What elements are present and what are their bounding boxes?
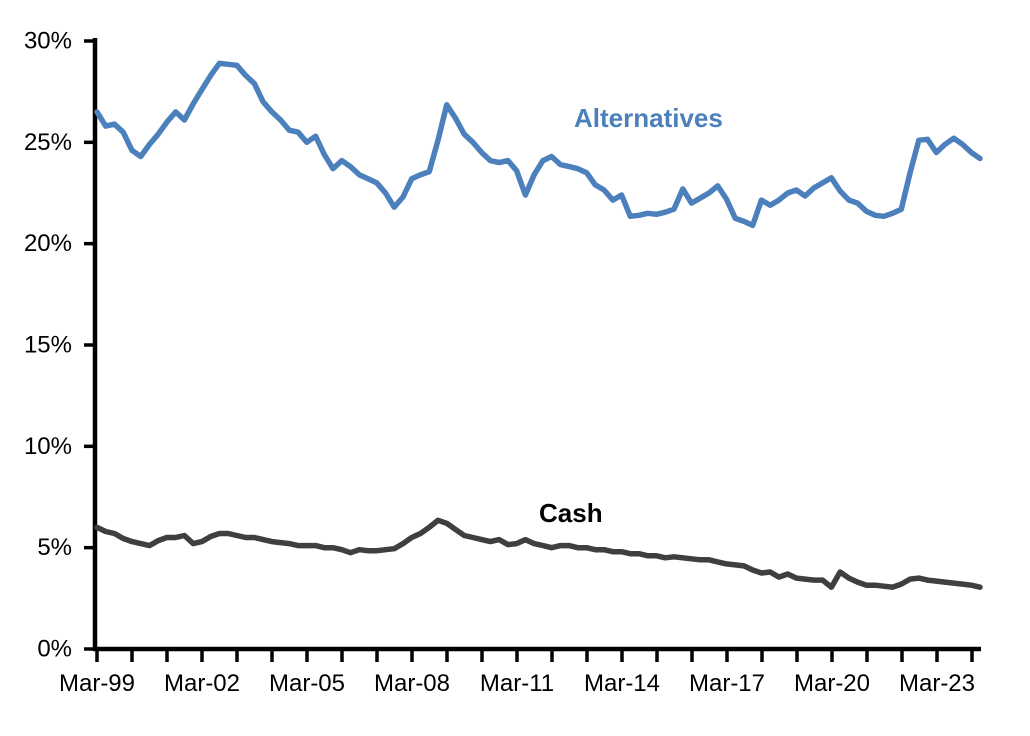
x-tick-label: Mar-08 <box>374 670 450 697</box>
series-label-cash: Cash <box>539 498 603 528</box>
x-tick-label: Mar-20 <box>794 670 870 697</box>
x-tick-label: Mar-02 <box>164 670 240 697</box>
x-tick-label: Mar-11 <box>480 670 554 697</box>
alternatives-line <box>94 60 983 229</box>
x-tick-label: Mar-17 <box>689 670 765 697</box>
series-label-alternatives: Alternatives <box>574 103 723 133</box>
cash-line <box>94 517 983 590</box>
x-tick-label: Mar-14 <box>584 670 660 697</box>
y-tick-label: 20% <box>24 230 72 257</box>
y-tick-label: 10% <box>24 433 72 460</box>
y-tick-label: 25% <box>24 129 72 156</box>
y-tick-label: 0% <box>37 636 72 663</box>
x-tick-label: Mar-23 <box>899 670 975 697</box>
y-tick-label: 5% <box>37 534 72 561</box>
y-tick-label: 15% <box>24 331 72 358</box>
y-tick-label: 30% <box>24 27 72 54</box>
x-tick-label: Mar-99 <box>59 670 135 697</box>
x-tick-label: Mar-05 <box>269 670 345 697</box>
